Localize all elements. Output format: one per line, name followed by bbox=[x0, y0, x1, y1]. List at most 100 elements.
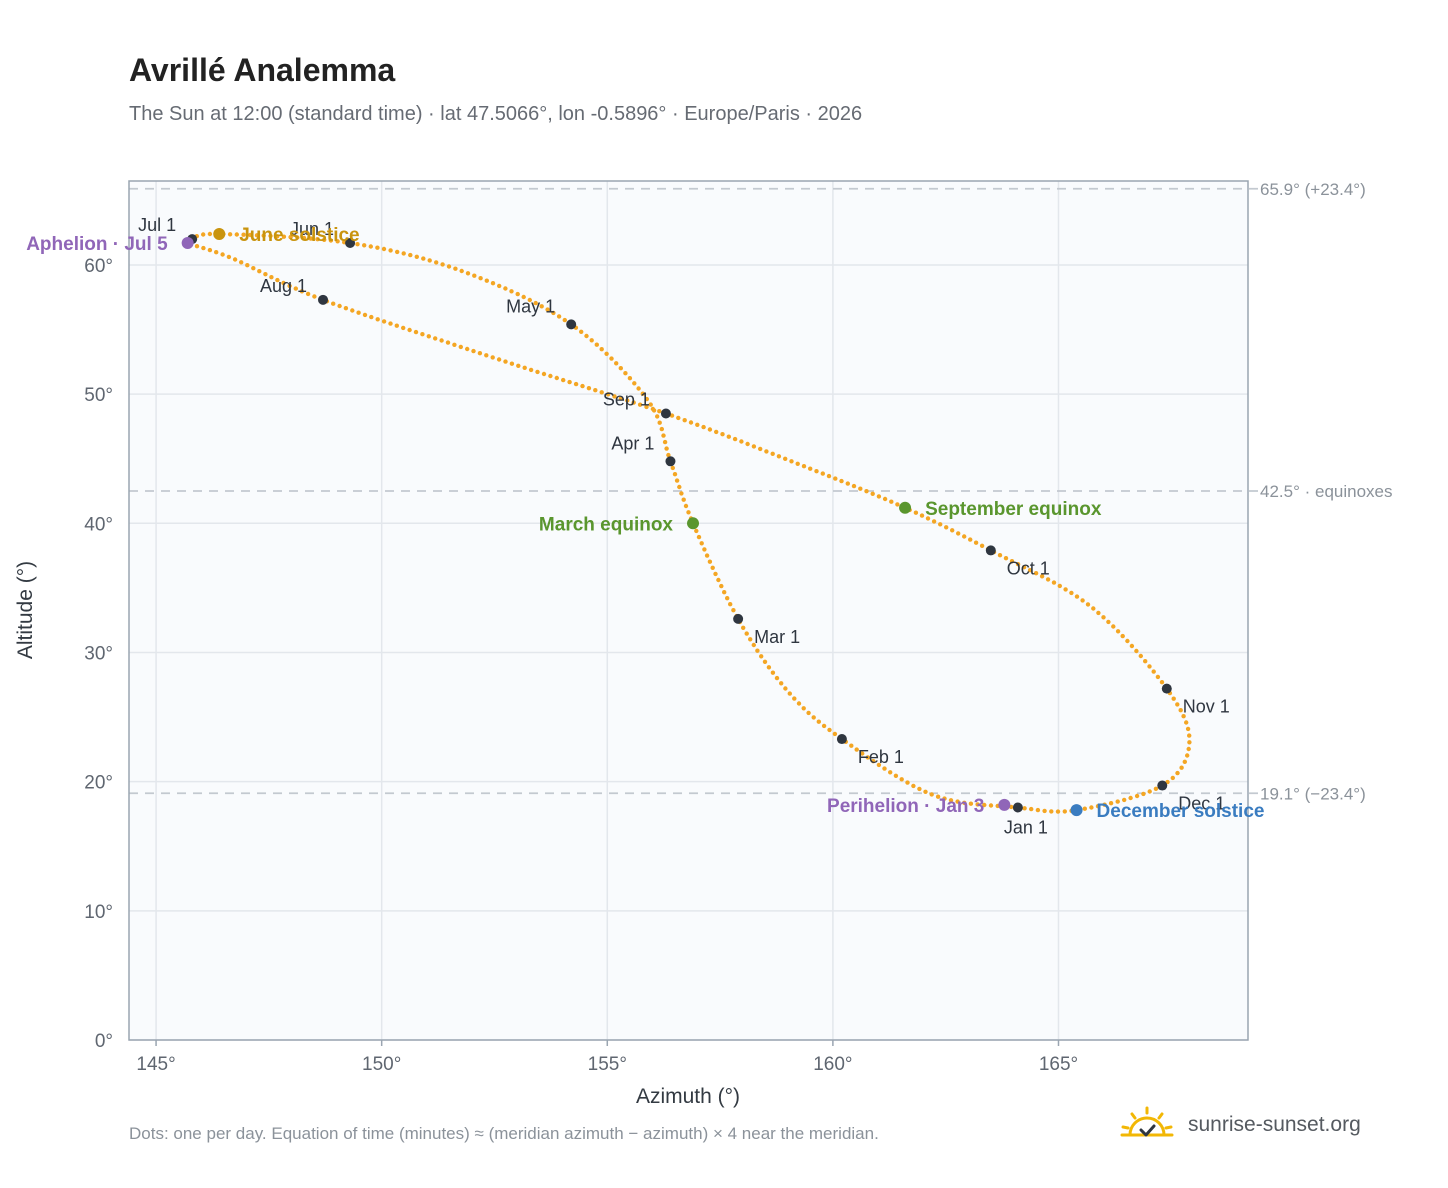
day-dot bbox=[484, 278, 489, 283]
day-dot bbox=[331, 301, 336, 306]
day-dot bbox=[305, 291, 311, 297]
day-dot bbox=[1147, 789, 1152, 794]
day-dot bbox=[688, 420, 694, 425]
day-dot bbox=[395, 249, 400, 255]
day-dot bbox=[1122, 797, 1127, 803]
day-dot bbox=[625, 398, 630, 403]
day-dot bbox=[1115, 799, 1120, 804]
day-dot bbox=[662, 439, 668, 445]
day-dot bbox=[821, 723, 827, 729]
day-dot bbox=[882, 496, 888, 502]
day-dot bbox=[1187, 740, 1192, 745]
day-dot bbox=[445, 340, 451, 345]
day-dot bbox=[759, 654, 764, 659]
day-dot bbox=[720, 432, 725, 437]
day-dot bbox=[982, 802, 987, 808]
day-dot bbox=[669, 413, 675, 418]
day-dot bbox=[1021, 565, 1027, 570]
day-dot bbox=[561, 377, 566, 383]
day-dot bbox=[811, 715, 816, 720]
day-dot bbox=[1129, 643, 1135, 649]
day-dot bbox=[876, 494, 882, 499]
day-dot bbox=[631, 400, 636, 405]
day-dot bbox=[699, 541, 704, 546]
day-dot bbox=[893, 773, 899, 778]
day-dot bbox=[220, 252, 225, 257]
day-dot bbox=[938, 522, 943, 527]
day-dot bbox=[694, 528, 699, 534]
day-dot bbox=[439, 338, 444, 343]
day-dot bbox=[599, 390, 604, 395]
day-dot bbox=[1179, 765, 1184, 770]
brand[interactable]: sunrise-sunset.org bbox=[1120, 1100, 1361, 1150]
day-dot bbox=[1141, 791, 1146, 797]
day-dot bbox=[1185, 753, 1190, 758]
day-dot bbox=[1138, 653, 1144, 659]
day-dot bbox=[362, 312, 368, 318]
y-axis-label: Altitude (°) bbox=[14, 561, 37, 659]
day-dot bbox=[541, 371, 547, 377]
month-marker-dot bbox=[1161, 683, 1172, 694]
day-dot bbox=[888, 770, 893, 775]
day-dot bbox=[1029, 806, 1034, 812]
day-dot bbox=[696, 534, 702, 540]
day-dot bbox=[604, 351, 609, 356]
day-dot bbox=[584, 333, 589, 339]
day-dot bbox=[801, 706, 806, 711]
day-dot bbox=[539, 304, 544, 309]
day-dot bbox=[421, 256, 426, 261]
day-dot bbox=[627, 376, 633, 381]
day-dot bbox=[851, 483, 857, 489]
day-dot bbox=[1184, 720, 1189, 725]
day-dot bbox=[497, 283, 502, 289]
day-dot bbox=[827, 727, 832, 733]
day-dot bbox=[1101, 615, 1106, 620]
y-tick-label: 40° bbox=[84, 514, 113, 535]
day-dot bbox=[695, 422, 700, 427]
day-dot bbox=[527, 297, 532, 303]
day-dot bbox=[1015, 562, 1021, 567]
month-marker-label: Apr 1 bbox=[611, 433, 654, 453]
reference-line-label: 65.9° (+23.4°) bbox=[1260, 180, 1366, 199]
day-dot bbox=[644, 404, 649, 410]
day-dot bbox=[281, 234, 287, 239]
day-dot bbox=[661, 433, 666, 438]
day-dot bbox=[594, 342, 599, 347]
day-dot bbox=[1182, 759, 1188, 764]
day-dot bbox=[719, 583, 724, 589]
day-dot bbox=[789, 459, 794, 464]
day-dot bbox=[1120, 633, 1125, 639]
y-axis-ticks: 0° 10° 20° 30° 40° 50° 60° bbox=[84, 256, 113, 1052]
day-dot bbox=[477, 351, 483, 356]
day-dot bbox=[288, 234, 293, 240]
day-dot bbox=[484, 353, 489, 358]
day-dot bbox=[808, 466, 813, 471]
month-marker-dot bbox=[836, 734, 847, 745]
day-dot bbox=[299, 289, 305, 294]
day-dot bbox=[816, 719, 821, 724]
day-dot bbox=[207, 247, 213, 253]
day-dot bbox=[955, 799, 960, 804]
day-dot bbox=[1096, 610, 1101, 616]
month-marker-dot bbox=[660, 408, 671, 419]
day-dot bbox=[1134, 648, 1139, 654]
day-dot bbox=[315, 237, 320, 242]
y-tick-label: 20° bbox=[84, 773, 113, 794]
day-dot bbox=[701, 424, 706, 430]
day-dot bbox=[328, 238, 334, 243]
day-dot bbox=[201, 232, 206, 237]
reference-line-label: 42.5° · equinoxes bbox=[1260, 482, 1393, 501]
day-dot bbox=[666, 452, 671, 458]
day-dot bbox=[503, 286, 508, 291]
day-dot bbox=[657, 420, 662, 425]
brand-name[interactable]: sunrise-sunset.org bbox=[1188, 1113, 1361, 1136]
day-dot bbox=[535, 369, 540, 375]
y-tick-label: 30° bbox=[84, 643, 113, 664]
day-dot bbox=[1108, 801, 1114, 806]
day-dot bbox=[446, 264, 452, 269]
day-dot bbox=[726, 434, 731, 439]
reference-lines: 65.9° (+23.4°) 42.5° · equinoxes 19.1° (−2… bbox=[129, 180, 1393, 803]
day-dot bbox=[839, 478, 844, 484]
day-dot bbox=[716, 577, 721, 583]
month-marker-label: Dec 1 bbox=[1178, 794, 1225, 814]
